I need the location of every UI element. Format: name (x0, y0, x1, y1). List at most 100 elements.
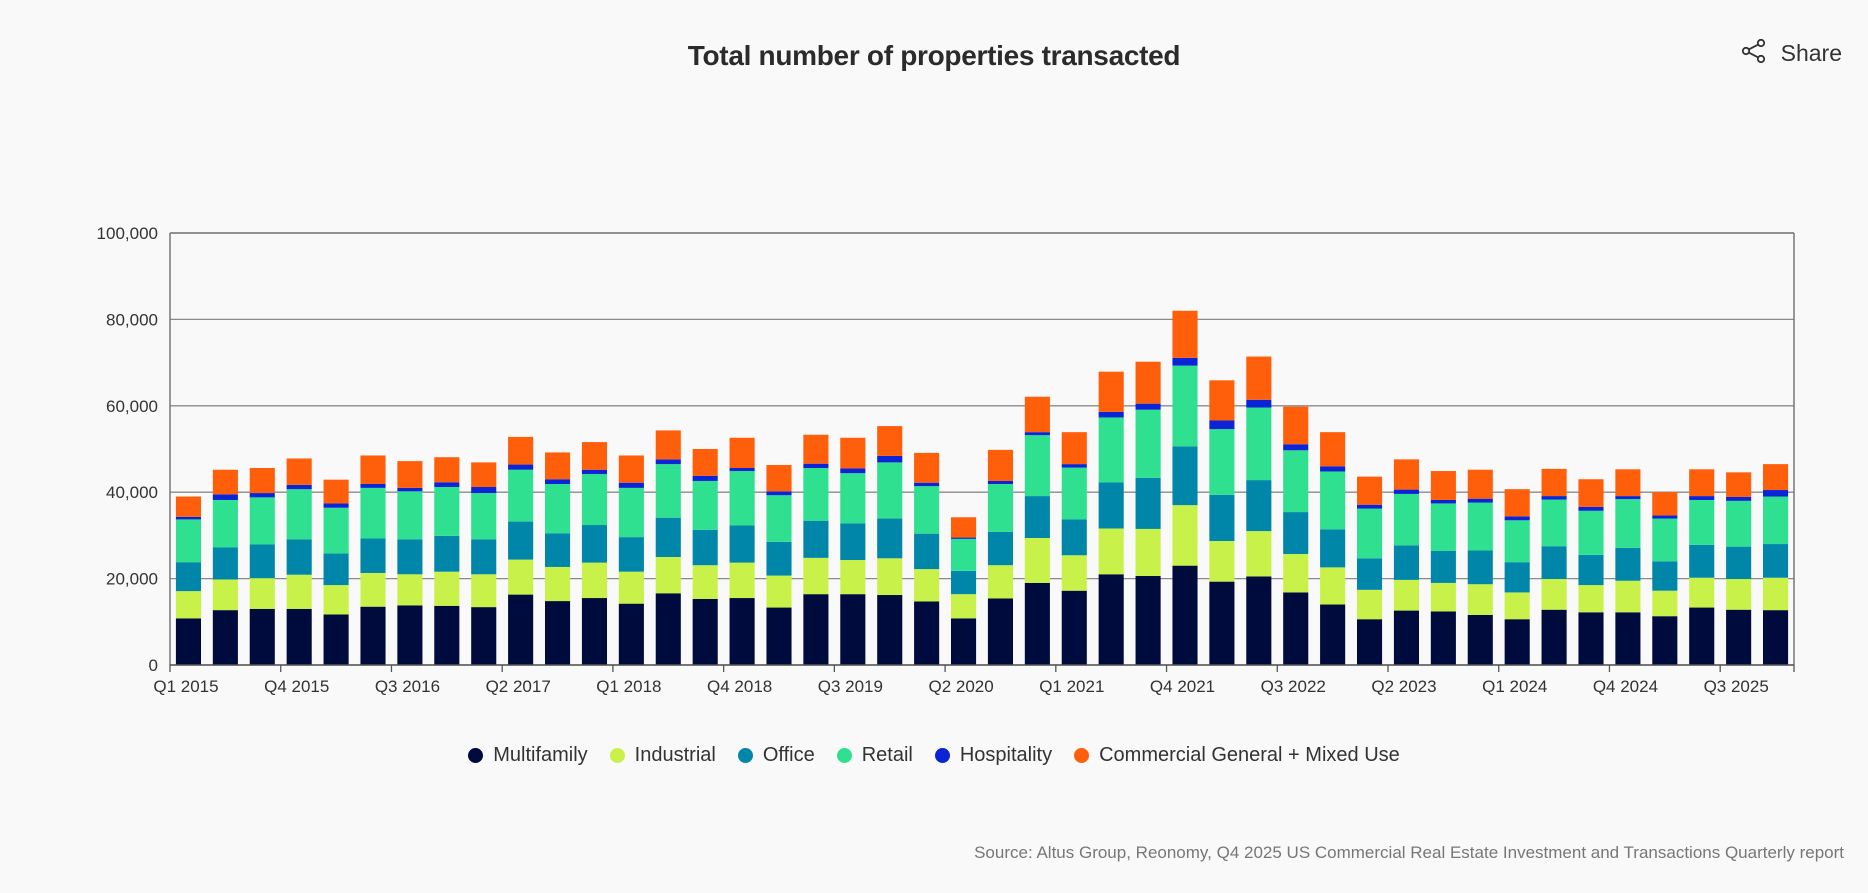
bar-segment (877, 595, 903, 665)
legend-item[interactable]: Industrial (609, 744, 716, 767)
bar-segment (1541, 468, 1567, 497)
bar-segment (1283, 553, 1309, 593)
bar-segment (803, 468, 829, 521)
bar-segment (1209, 581, 1235, 665)
bar-segment (877, 426, 903, 456)
bar-segment (1615, 469, 1641, 497)
legend-item[interactable]: Office (737, 744, 815, 767)
bar-segment (766, 491, 792, 496)
chart-title: Total number of properties transacted (687, 40, 1181, 71)
legend-item[interactable]: Hospitality (934, 744, 1052, 767)
bar-segment (508, 469, 534, 522)
bar-segment (1504, 520, 1530, 563)
bar-segment (581, 525, 608, 563)
bar-segment (618, 603, 644, 665)
bar-segment (1061, 467, 1087, 520)
bar-segment (987, 565, 1014, 599)
bar-segment (877, 462, 903, 519)
bar-segment (212, 579, 238, 611)
bar-segment (1726, 546, 1752, 580)
bar-segment (1652, 590, 1678, 617)
bar-segment (692, 529, 718, 566)
bar-segment (1467, 550, 1493, 585)
bar-segment (1356, 508, 1383, 559)
bar-segment (360, 538, 386, 573)
bar-segment (655, 517, 681, 557)
bar-segment (877, 558, 903, 596)
bar-segment (1024, 496, 1050, 538)
bar-segment (1356, 619, 1383, 665)
bar-segment (1098, 411, 1124, 418)
bar-segment (655, 557, 681, 594)
bar-segment (471, 607, 497, 665)
bar-segment (1135, 576, 1161, 665)
bar-segment (249, 493, 275, 498)
bar-segment (1578, 479, 1604, 507)
bar-segment (1541, 609, 1567, 665)
bar-segment (950, 594, 977, 619)
bar-segment (1209, 429, 1235, 495)
y-tick-label: 40,000 (106, 483, 158, 502)
bar-segment (1762, 544, 1789, 578)
legend-item[interactable]: Retail (836, 744, 913, 767)
bar-segment (618, 537, 644, 572)
legend-item[interactable]: Commercial General + Mixed Use (1074, 744, 1400, 767)
bar-segment (1467, 469, 1493, 499)
bar-segment (655, 430, 681, 460)
bar-segment (1467, 502, 1493, 551)
bar-segment (1430, 550, 1456, 583)
bar-segment (544, 566, 571, 602)
bar-segment (249, 544, 275, 579)
bar-segment (1356, 589, 1383, 620)
bar-segment (1320, 471, 1346, 530)
bar-segment (1467, 498, 1493, 503)
bar-segment (729, 562, 755, 599)
bar-segment (471, 493, 497, 540)
legend-item[interactable]: Multifamily (468, 744, 588, 767)
bar-segment (1135, 528, 1161, 577)
bar-segment (914, 482, 940, 487)
bar-segment (544, 479, 571, 484)
bar-segment (249, 468, 275, 494)
bar-segment (323, 614, 349, 665)
bar-segment (1356, 504, 1383, 509)
bar-segment (655, 593, 681, 665)
bar-segment (1320, 529, 1346, 568)
y-tick-label: 20,000 (106, 570, 158, 589)
bar-segment (766, 575, 792, 608)
bar-segment (1652, 492, 1678, 516)
bar-segment (1652, 518, 1678, 562)
bar-segment (175, 591, 202, 619)
bar-segment (1615, 547, 1641, 581)
share-label: Share (1780, 40, 1842, 66)
bar-segment (840, 437, 866, 469)
x-tick-label: Q3 2016 (375, 677, 440, 696)
bar-segment (323, 507, 349, 554)
legend-marker (468, 748, 484, 763)
bar-segment (1393, 489, 1420, 494)
bar-segment (286, 574, 312, 609)
bar-segment (471, 487, 497, 494)
bar-segment (544, 533, 571, 567)
bar-segment (1024, 396, 1050, 433)
bar-segment (1246, 407, 1272, 481)
x-tick-label: Q3 2022 (1261, 677, 1326, 696)
bar-segment (581, 442, 608, 470)
bar-segment (1430, 582, 1456, 612)
bar-segment (286, 484, 312, 490)
bar-segment (581, 469, 608, 475)
bar-segment (1726, 472, 1752, 497)
bar-segment (544, 601, 571, 665)
bar-segment (434, 535, 460, 572)
bar-segment (655, 459, 681, 465)
share-button[interactable]: Share (1741, 38, 1842, 69)
bar-segment (1430, 611, 1456, 665)
bar-segment (1689, 544, 1715, 578)
y-tick-label: 100,000 (97, 224, 158, 243)
bar-segment (987, 483, 1014, 532)
bar-segment (618, 571, 644, 604)
bar-segment (840, 594, 866, 665)
bar-segment (1578, 506, 1604, 511)
bar-segment (1283, 450, 1309, 513)
legend-marker (737, 748, 753, 763)
